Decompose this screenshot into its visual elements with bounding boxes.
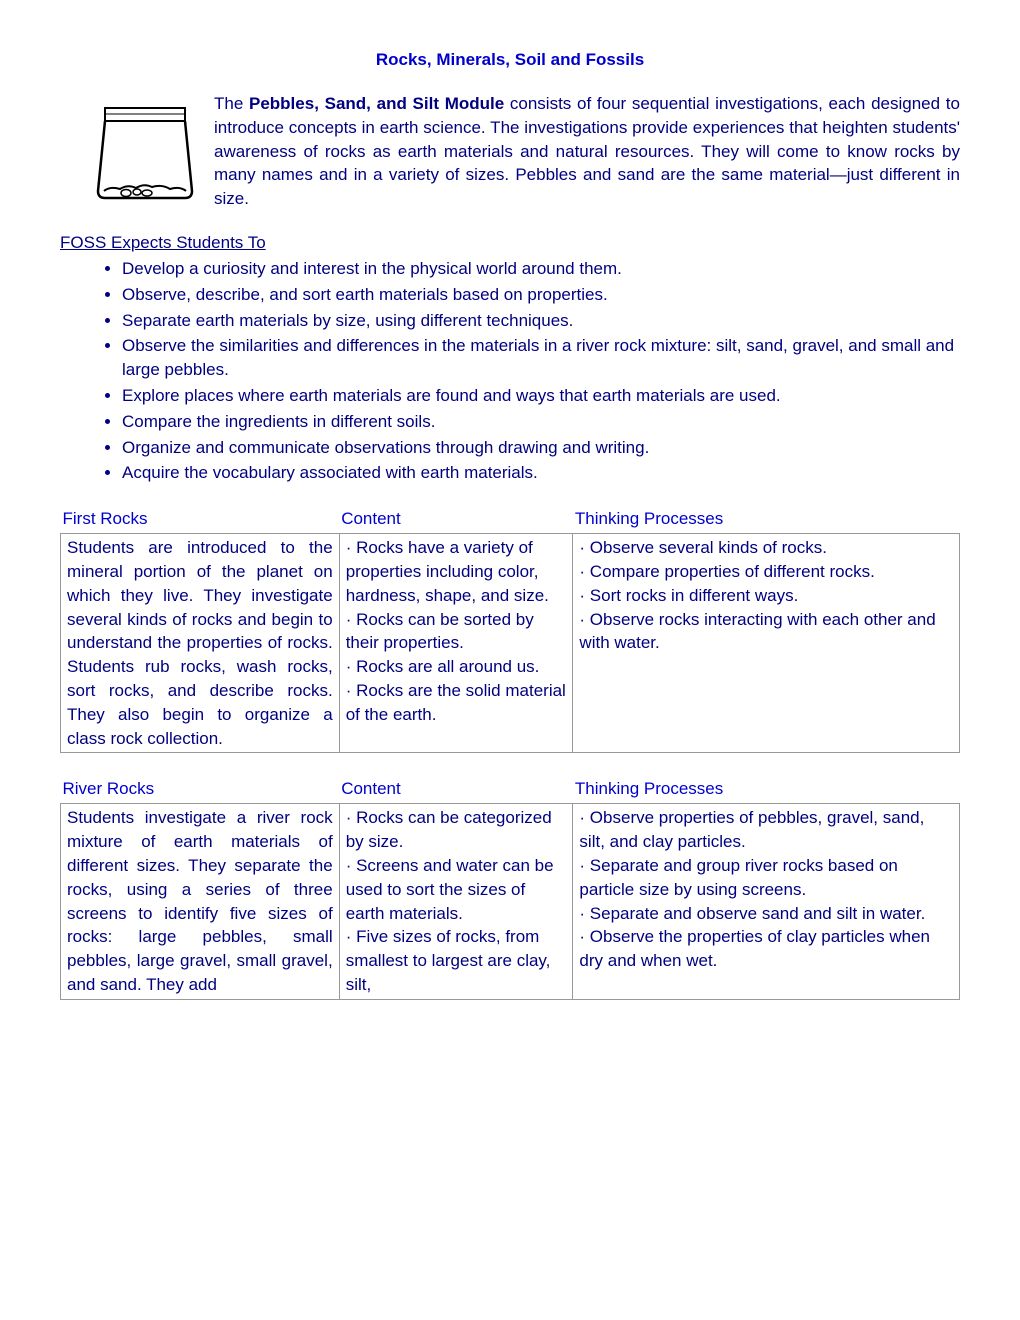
table-cell: · Observe properties of pebbles, gravel,… <box>573 804 960 999</box>
list-item: Develop a curiosity and interest in the … <box>122 257 960 281</box>
page-title: Rocks, Minerals, Soil and Fossils <box>60 50 960 70</box>
intro-paragraph: The Pebbles, Sand, and Silt Module consi… <box>60 92 960 211</box>
expects-list: Develop a curiosity and interest in the … <box>60 257 960 485</box>
first-rocks-table: First Rocks Content Thinking Processes S… <box>60 507 960 753</box>
list-item: Observe the similarities and differences… <box>122 334 960 382</box>
list-item: Organize and communicate observations th… <box>122 436 960 460</box>
table-cell: Students are introduced to the mineral p… <box>61 534 340 753</box>
list-item: Separate earth materials by size, using … <box>122 309 960 333</box>
intro-lead: The <box>214 94 249 113</box>
table-cell: · Rocks have a variety of properties inc… <box>339 534 573 753</box>
table-cell: · Rocks can be categorized by size. · Sc… <box>339 804 573 999</box>
table-cell: · Observe several kinds of rocks. · Comp… <box>573 534 960 753</box>
table-header: Content <box>339 507 573 534</box>
expects-heading: FOSS Expects Students To <box>60 233 960 253</box>
river-rocks-table: River Rocks Content Thinking Processes S… <box>60 777 960 999</box>
table-header: Thinking Processes <box>573 507 960 534</box>
table-header: First Rocks <box>61 507 340 534</box>
table-header: Content <box>339 777 573 804</box>
bag-icon <box>90 96 200 213</box>
list-item: Acquire the vocabulary associated with e… <box>122 461 960 485</box>
intro-module-name: Pebbles, Sand, and Silt Module <box>249 94 504 113</box>
table-cell: Students investigate a river rock mixtur… <box>61 804 340 999</box>
list-item: Compare the ingredients in different soi… <box>122 410 960 434</box>
table-header: River Rocks <box>61 777 340 804</box>
table-header: Thinking Processes <box>573 777 960 804</box>
list-item: Observe, describe, and sort earth materi… <box>122 283 960 307</box>
list-item: Explore places where earth materials are… <box>122 384 960 408</box>
